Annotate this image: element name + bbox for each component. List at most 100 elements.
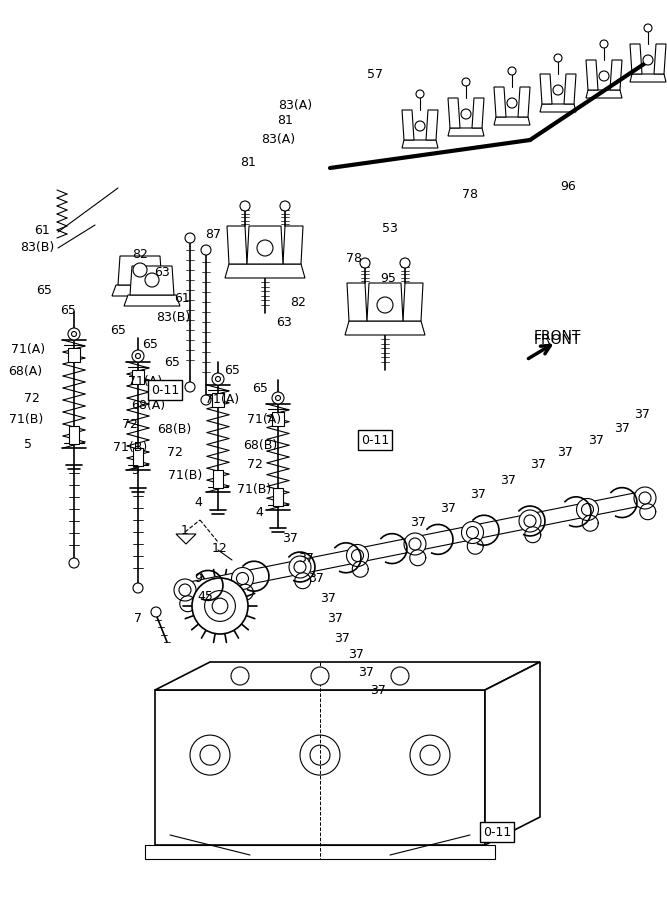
Circle shape <box>404 533 426 555</box>
Text: 65: 65 <box>110 323 126 337</box>
Circle shape <box>554 54 562 62</box>
Text: 37: 37 <box>320 591 336 605</box>
Polygon shape <box>283 226 303 264</box>
Bar <box>212 393 224 407</box>
Text: 65: 65 <box>252 382 268 394</box>
Text: 68(B): 68(B) <box>243 438 277 452</box>
Circle shape <box>212 598 228 614</box>
Text: 65: 65 <box>36 284 52 296</box>
Text: 61: 61 <box>34 223 50 237</box>
Circle shape <box>289 556 311 578</box>
Text: 68(A): 68(A) <box>131 399 165 411</box>
Circle shape <box>272 392 284 404</box>
Circle shape <box>135 354 141 358</box>
Bar <box>69 426 79 444</box>
Circle shape <box>582 503 594 516</box>
Text: 83(B): 83(B) <box>20 241 54 255</box>
Polygon shape <box>426 110 438 140</box>
Text: 9: 9 <box>194 572 202 584</box>
Text: 4: 4 <box>194 496 202 508</box>
Text: 37: 37 <box>530 458 546 472</box>
Polygon shape <box>472 98 484 128</box>
Circle shape <box>185 382 195 392</box>
Text: 71(B): 71(B) <box>168 469 202 482</box>
Polygon shape <box>402 140 438 148</box>
Text: 37: 37 <box>308 572 324 584</box>
Circle shape <box>215 376 221 382</box>
Circle shape <box>466 526 478 538</box>
Circle shape <box>524 515 536 527</box>
Bar <box>68 348 80 362</box>
Text: 37: 37 <box>410 516 426 528</box>
Text: 83(B): 83(B) <box>156 311 190 325</box>
Text: 96: 96 <box>560 179 576 193</box>
Polygon shape <box>130 266 174 295</box>
Text: 82: 82 <box>290 295 306 309</box>
Circle shape <box>508 67 516 75</box>
Circle shape <box>192 578 248 634</box>
Text: 37: 37 <box>634 409 650 421</box>
Circle shape <box>300 735 340 775</box>
Circle shape <box>462 78 470 86</box>
Text: 65: 65 <box>164 356 180 368</box>
Text: 7: 7 <box>134 611 142 625</box>
Circle shape <box>352 550 364 562</box>
Circle shape <box>310 745 330 765</box>
Circle shape <box>311 667 329 685</box>
Circle shape <box>280 201 290 211</box>
Circle shape <box>643 55 653 65</box>
Text: 68(B): 68(B) <box>157 424 191 436</box>
Text: 78: 78 <box>346 251 362 265</box>
Polygon shape <box>518 87 530 117</box>
Text: 78: 78 <box>462 188 478 202</box>
Circle shape <box>462 521 484 544</box>
Polygon shape <box>448 98 460 128</box>
Circle shape <box>553 85 563 95</box>
Polygon shape <box>654 44 666 74</box>
Polygon shape <box>402 110 414 140</box>
Circle shape <box>237 572 249 584</box>
Polygon shape <box>494 117 530 125</box>
Text: 57: 57 <box>367 68 383 82</box>
Circle shape <box>71 331 77 337</box>
Polygon shape <box>118 256 162 285</box>
Polygon shape <box>347 283 367 321</box>
Circle shape <box>205 590 235 621</box>
Circle shape <box>201 395 211 405</box>
Text: 37: 37 <box>348 649 364 662</box>
Circle shape <box>240 201 250 211</box>
Polygon shape <box>494 87 506 117</box>
Circle shape <box>377 297 393 313</box>
Circle shape <box>231 568 253 590</box>
Polygon shape <box>367 283 403 321</box>
Circle shape <box>415 121 425 131</box>
Circle shape <box>600 40 608 48</box>
Polygon shape <box>610 60 622 90</box>
Text: 71(B): 71(B) <box>113 442 147 454</box>
Text: 37: 37 <box>370 683 386 697</box>
Polygon shape <box>183 491 646 597</box>
Polygon shape <box>540 74 552 104</box>
Text: 12: 12 <box>212 542 228 554</box>
Polygon shape <box>225 264 305 278</box>
Text: 71(A): 71(A) <box>205 393 239 407</box>
Text: 71(A): 71(A) <box>128 375 162 389</box>
Text: 37: 37 <box>282 532 298 544</box>
Circle shape <box>519 510 541 532</box>
Polygon shape <box>155 662 540 690</box>
Text: 65: 65 <box>142 338 158 352</box>
Circle shape <box>133 583 143 593</box>
Text: 0-11: 0-11 <box>361 434 389 446</box>
Text: 71(B): 71(B) <box>9 413 43 427</box>
Bar <box>213 470 223 488</box>
Polygon shape <box>227 226 247 264</box>
Text: 37: 37 <box>440 501 456 515</box>
Text: 63: 63 <box>154 266 170 278</box>
Polygon shape <box>403 283 423 321</box>
Text: 81: 81 <box>277 113 293 127</box>
Text: 37: 37 <box>298 552 314 564</box>
Text: 72: 72 <box>167 446 183 458</box>
Circle shape <box>461 109 471 119</box>
Text: 61: 61 <box>174 292 190 304</box>
Text: 37: 37 <box>334 632 350 644</box>
